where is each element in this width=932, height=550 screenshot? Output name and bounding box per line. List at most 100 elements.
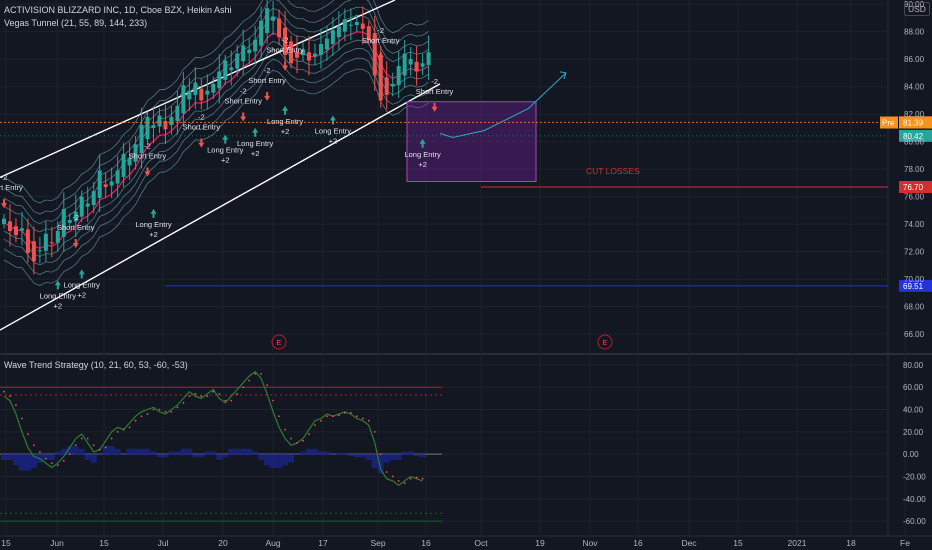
candle-body [13,226,18,236]
wt2-dot [379,453,382,456]
histogram-bar [329,454,336,455]
price-axis[interactable]: 66.00 68.00 70.00 72.00 74.00 76.00 78.00 80.00… [903,0,926,526]
wt2-dot [80,437,83,440]
long-entry-annotation: Long Entry+2 [207,134,244,165]
tunnel-band [3,0,429,204]
wt2-dot [224,399,227,402]
candle-body [127,158,132,166]
histogram-bar [323,451,330,455]
entry-label-text: +2 [329,136,338,145]
wt2-dot [421,477,424,480]
price-tick-label: 66.00 [904,330,925,339]
entry-label-text: Short Entry [362,36,400,45]
wt2-dot [164,410,167,413]
entry-label-text: -2 [377,26,384,35]
wt2-dot [332,415,334,418]
price-tick-label: 84.00 [904,83,925,92]
channel-lower-line [0,83,441,331]
candle-body [61,209,66,237]
candle-body [354,22,359,26]
wt2-dot [176,406,179,409]
histogram-bar [383,454,390,463]
vegas-tunnel-legend[interactable]: Vegas Tunnel (21, 55, 89, 144, 233) [4,18,148,28]
tunnel-band [3,6,429,225]
grid-lines [0,0,932,537]
price-tick-label: 78.00 [904,165,925,174]
histogram-bar [240,448,247,455]
earnings-marker[interactable]: E [271,334,287,350]
wt2-dot [158,408,161,411]
histogram-bar [156,454,163,458]
price-tick-label: 82.00 [904,110,925,119]
entry-label-text: Long Entry [207,146,244,155]
candle-body [402,53,407,76]
forecast-zone-box [406,101,537,182]
entry-label-text: Long Entry [40,291,77,300]
oscillator-tick-label: -60.00 [903,517,926,526]
histogram-bar [294,454,301,455]
wt2-dot [92,444,95,447]
price-badge [899,181,932,193]
histogram-bar [180,448,187,455]
wt2-dot [182,401,185,404]
forecast-zone [406,71,567,182]
candle-body [115,170,120,184]
entry-label-text: Long Entry [315,126,352,135]
candle-body [336,26,341,38]
candle-body [217,71,222,89]
oscillator-tick-label: 0.00 [903,450,919,459]
histogram-bar [6,454,13,461]
wt2-dot [188,395,191,398]
tunnel-band [3,68,429,286]
time-tick-label: 18 [846,538,856,548]
time-tick-label: 15 [99,538,109,548]
histogram-bar [305,448,312,455]
candle-body [175,105,180,122]
histogram-bar [210,451,217,455]
entry-label-text: Short Entry [248,76,286,85]
candle-body [205,90,210,95]
wave-trend-legend[interactable]: Wave Trend Strategy (10, 21, 60, 53, -60… [4,360,188,370]
wt2-dot [116,430,119,433]
histogram-bar [18,454,25,471]
candle-body [163,121,168,130]
cut-losses-label: CUT LOSSES [586,166,640,176]
short-entry-arrow [198,138,205,148]
oscillator-tick-label: 40.00 [903,406,924,415]
time-axis[interactable]: 15 Jun 15 Jul 20 Aug 17 Sep 16 Oct 19 Nov 16 Dec 15 202… [1,538,910,548]
candle-body [103,184,108,187]
tunnel-band [3,57,429,275]
histogram-bar [132,448,139,455]
histogram-bar [72,446,79,455]
histogram-bar [317,451,324,455]
entry-label-text: +2 [251,149,260,158]
histogram-bar [371,454,378,469]
histogram-bar [270,454,277,469]
histogram-bar [389,454,396,461]
entry-label-text: Short Entry [129,152,167,161]
earnings-marker[interactable]: E [597,334,613,350]
candle-body [384,77,389,95]
currency-badge[interactable]: USD [904,2,930,16]
histogram-bar [413,454,420,456]
entry-label-text: -2 [144,142,151,151]
tunnel-band [3,14,429,233]
candle-body [330,30,335,45]
entry-label-text: -2 [240,87,247,96]
time-tick-label: Fe [900,538,910,548]
histogram-bar [60,448,67,455]
wt2-dot [355,415,358,418]
symbol-title[interactable]: ACTIVISION BLIZZARD INC, 1D, Cboe BZX, H… [4,5,232,15]
wt2-dot [146,413,149,415]
wt2-dot [391,475,394,478]
candle-body [408,59,413,65]
wt2-dot [68,453,71,456]
histogram-bar [377,454,384,474]
candle-body [259,20,264,46]
price-tick-label: 68.00 [904,303,925,312]
candle-body [312,53,317,57]
long-entry-annotation: Long Entry+2 [404,138,441,169]
wt2-dot [27,433,29,435]
wt2-dot [260,372,263,375]
